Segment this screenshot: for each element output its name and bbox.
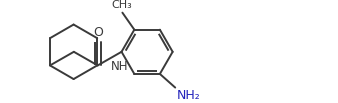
Text: NH: NH [111,60,128,73]
Text: CH₃: CH₃ [111,0,132,10]
Text: O: O [93,26,103,39]
Text: NH₂: NH₂ [177,89,201,102]
